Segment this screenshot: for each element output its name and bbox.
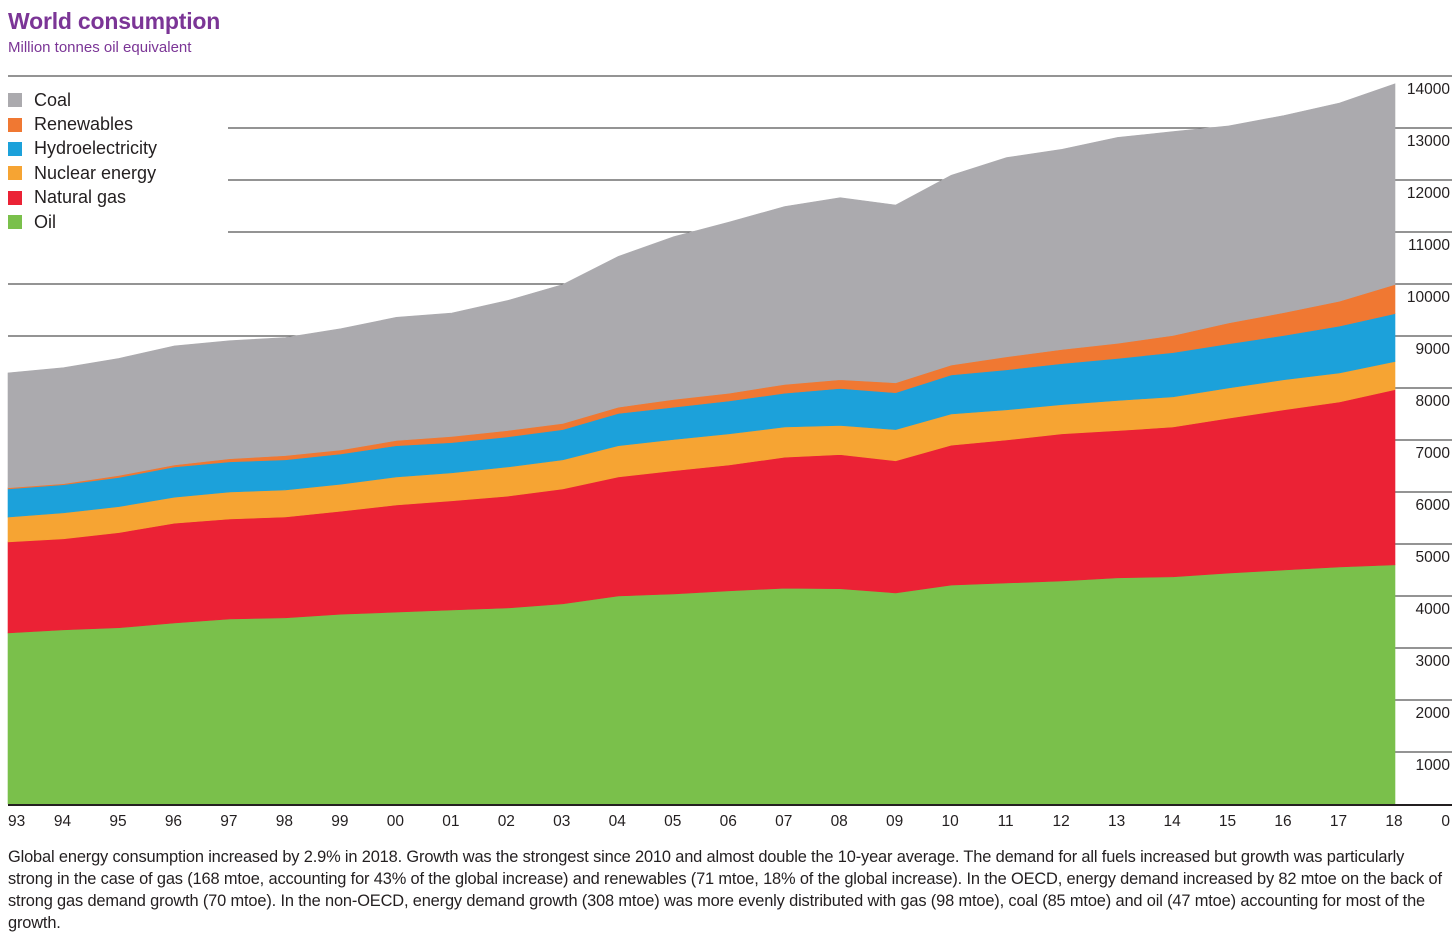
legend-item-natural-gas: Natural gas (8, 186, 157, 210)
area-coal (7, 83, 1396, 489)
x-tick-label: 08 (831, 813, 848, 830)
y-tick-label: 4000 (1416, 601, 1451, 618)
x-tick-label: 11 (998, 813, 1014, 830)
x-tick-label: 99 (331, 813, 348, 830)
x-tick-label: 10 (942, 813, 960, 830)
legend-swatch-coal (8, 93, 22, 108)
legend-item-nuclear-energy: Nuclear energy (8, 161, 157, 185)
x-tick-label: 02 (498, 813, 515, 830)
x-tick-label: 04 (609, 813, 627, 830)
y-tick-label: 5000 (1416, 549, 1451, 566)
x-tick-label: 01 (442, 813, 459, 830)
legend-item-hydroelectricity: Hydroelectricity (8, 137, 157, 161)
x-tick-label: 93 (8, 813, 25, 830)
legend-label: Oil (34, 211, 56, 232)
chart-subtitle: Million tonnes oil equivalent (8, 39, 192, 56)
legend-item-oil: Oil (8, 210, 157, 234)
x-tick-label: 98 (276, 813, 293, 830)
x-tick-label: 13 (1108, 813, 1125, 830)
y-tick-label: 11000 (1408, 237, 1450, 254)
y-tick-label: 1000 (1416, 757, 1451, 774)
x-tick-label: 95 (109, 813, 126, 830)
y-tick-label: 0 (1441, 813, 1450, 830)
x-tick-label: 09 (886, 813, 903, 830)
legend-item-coal: Coal (8, 88, 157, 112)
x-tick-label: 94 (54, 813, 72, 830)
y-tick-label: 2000 (1416, 705, 1451, 722)
y-tick-label: 14000 (1407, 81, 1450, 98)
area-series (7, 83, 1396, 805)
y-tick-label: 6000 (1416, 497, 1451, 514)
x-tick-label: 17 (1330, 813, 1347, 830)
chart-title: World consumption (8, 8, 221, 34)
x-tick-label: 97 (220, 813, 237, 830)
legend-swatch-oil (8, 215, 22, 230)
y-tick-label: 10000 (1407, 289, 1450, 306)
legend-label: Renewables (34, 114, 134, 135)
y-tick-label: 3000 (1416, 653, 1451, 670)
legend: Coal Renewables Hydroelectricity Nuclear en… (8, 88, 157, 234)
y-tick-label: 13000 (1407, 133, 1450, 150)
x-tick-label: 96 (165, 813, 182, 830)
y-tick-label: 8000 (1416, 393, 1451, 410)
x-tick-label: 05 (664, 813, 681, 830)
legend-label: Nuclear energy (34, 162, 157, 183)
legend-label: Coal (34, 89, 72, 110)
legend-swatch-renewables (8, 117, 22, 132)
stacked-area-chart: 0100020003000400050006000700080009000100… (7, 75, 1452, 830)
y-tick-label: 7000 (1416, 445, 1451, 462)
x-tick-label: 03 (553, 813, 570, 830)
legend-label: Hydroelectricity (34, 138, 158, 159)
legend-swatch-natural-gas (8, 190, 22, 205)
x-tick-label: 14 (1163, 813, 1181, 830)
x-tick-label: 12 (1052, 813, 1069, 830)
x-tick-label: 00 (387, 813, 405, 830)
x-tick-label: 15 (1219, 813, 1236, 830)
legend-item-renewables: Renewables (8, 112, 157, 136)
axes: 0100020003000400050006000700080009000100… (8, 81, 1452, 830)
legend-label: Natural gas (34, 187, 127, 208)
x-tick-label: 16 (1274, 813, 1291, 830)
legend-swatch-hydroelectricity (8, 141, 22, 156)
chart-caption: Global energy consumption increased by 2… (8, 848, 1442, 932)
x-tick-label: 06 (720, 813, 737, 830)
y-tick-label: 9000 (1416, 341, 1451, 358)
x-tick-label: 18 (1385, 813, 1402, 830)
legend-swatch-nuclear-energy (8, 166, 22, 181)
y-tick-label: 12000 (1407, 185, 1450, 202)
x-tick-label: 07 (775, 813, 792, 830)
